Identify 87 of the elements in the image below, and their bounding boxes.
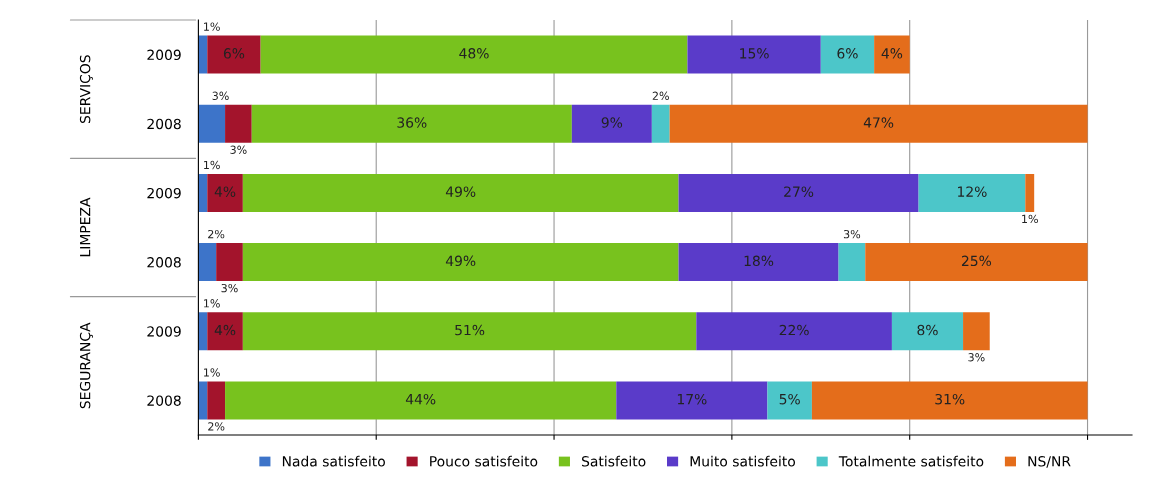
bar (767, 381, 812, 420)
legend-label: NS/NR (1028, 456, 1071, 468)
bar (616, 381, 768, 420)
bar (207, 312, 243, 351)
y-tick-label: 2008 (147, 395, 181, 406)
data-label: 8% (917, 324, 938, 336)
bar (225, 104, 252, 143)
text: LIMPEZA (80, 197, 91, 257)
bar (891, 312, 964, 351)
bar (874, 35, 910, 74)
y-tick-label: 2009 (147, 187, 181, 199)
bar (865, 243, 1088, 282)
bar (198, 312, 208, 351)
bar (207, 381, 226, 420)
bar (669, 104, 1088, 143)
data-label: 36% (397, 117, 427, 128)
bar (198, 243, 217, 282)
bar (198, 35, 208, 74)
data-label: 51% (455, 324, 485, 336)
data-label: 3% (221, 283, 238, 293)
data-label: 49% (445, 186, 476, 197)
bar (963, 312, 990, 351)
y-tick-label: 2008 (147, 257, 181, 268)
data-label: 15% (740, 48, 769, 59)
data-label: 2% (208, 229, 225, 239)
bar (198, 173, 208, 212)
data-label: 2% (652, 91, 669, 100)
bar (820, 35, 875, 74)
bar (811, 381, 1088, 420)
data-label: 5% (779, 393, 800, 405)
data-label: 1% (204, 160, 220, 170)
data-label: 49% (445, 255, 476, 267)
bar (678, 173, 919, 212)
text: SERVIÇOS (79, 55, 93, 124)
data-label: 1% (204, 299, 220, 308)
data-label: 22% (779, 324, 809, 336)
legend-label: Nada satisfeito (282, 455, 385, 467)
data-label: 3% (230, 145, 247, 154)
data-label: 1% (1022, 214, 1038, 224)
bar (242, 173, 679, 212)
bar (838, 243, 866, 282)
y-tick-label: 2009 (147, 326, 181, 337)
data-label: 12% (958, 186, 987, 197)
bar (571, 104, 652, 143)
data-label: 44% (405, 393, 436, 405)
bar (198, 104, 226, 143)
data-label: 18% (744, 255, 774, 267)
text: SEGURANÇA (79, 322, 93, 409)
bar (651, 104, 670, 143)
bar (216, 243, 243, 282)
bar (678, 243, 839, 282)
data-label: 4% (214, 186, 236, 197)
bar (225, 381, 617, 420)
data-label: 6% (837, 48, 858, 59)
legend-label: Satisfeito (582, 455, 646, 467)
bar (251, 104, 572, 143)
data-label: 3% (843, 229, 861, 239)
legend-label: Pouco satisfeito (430, 455, 538, 467)
data-label: 4% (881, 48, 903, 59)
data-label: 25% (961, 255, 992, 267)
bar (918, 173, 1026, 212)
data-label: 48% (459, 48, 489, 59)
data-label: 4% (214, 324, 236, 336)
legend-label: Totalmente satisfeito (838, 455, 984, 467)
bar (198, 381, 208, 420)
data-label: 9% (601, 117, 623, 128)
data-label: 31% (935, 393, 965, 405)
legend-label: Muito satisfeito (690, 455, 796, 467)
data-label: 27% (784, 186, 814, 197)
data-label: 1% (204, 368, 220, 377)
data-label: 6% (223, 48, 245, 59)
data-label: 47% (863, 117, 894, 128)
data-label: 17% (677, 393, 707, 405)
bar (687, 35, 821, 74)
data-label: 3% (212, 91, 229, 100)
y-tick-label: 2009 (147, 49, 181, 61)
bar (207, 35, 261, 74)
data-label: 2% (208, 422, 225, 431)
data-label: 3% (968, 353, 985, 362)
bar (207, 173, 243, 212)
bar (696, 312, 892, 351)
bar (1025, 173, 1035, 212)
bar (242, 243, 679, 282)
bar (260, 35, 688, 74)
y-tick-label: 2008 (147, 118, 181, 130)
data-label: 1% (204, 22, 220, 31)
bar (242, 312, 697, 351)
